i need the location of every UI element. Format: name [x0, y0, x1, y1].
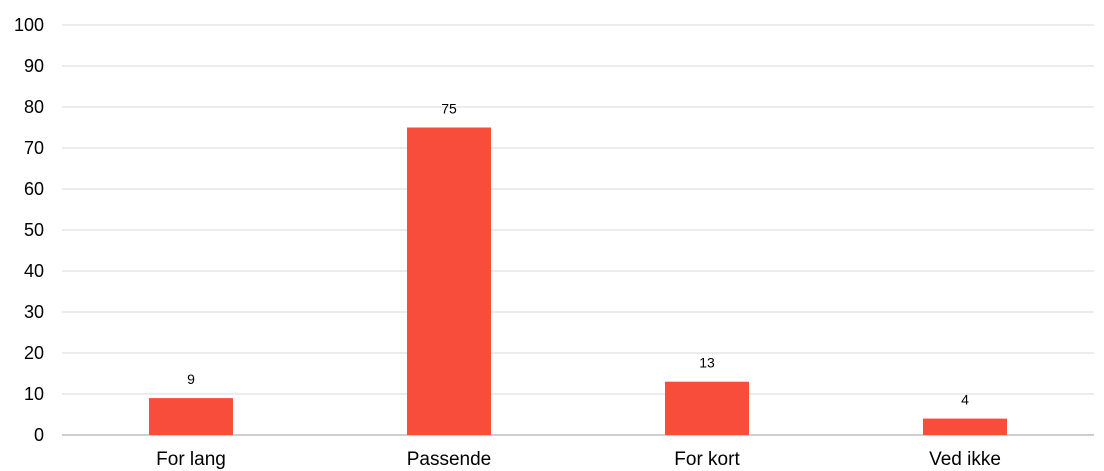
- x-category-label: Ved ikke: [929, 449, 1001, 470]
- y-tick-label: 50: [24, 220, 44, 240]
- data-label: 4: [961, 392, 969, 408]
- data-label: 75: [441, 101, 457, 117]
- bar-ved-ikke: [923, 418, 1007, 435]
- data-label: 13: [699, 355, 715, 371]
- y-tick-label: 20: [24, 343, 44, 363]
- y-tick-label: 0: [34, 425, 44, 445]
- y-tick-label: 10: [24, 384, 44, 404]
- y-tick-label: 40: [24, 261, 44, 281]
- y-tick-label: 80: [24, 97, 44, 117]
- bar-for-lang: [149, 398, 233, 435]
- y-tick-label: 100: [14, 15, 44, 35]
- x-axis-categories: For lang Passende For kort Ved ikke: [156, 449, 1001, 470]
- x-category-label: For kort: [674, 449, 740, 470]
- y-axis-ticks: 0 10 20 30 40 50 60 70 80 90 100: [14, 15, 44, 445]
- bars: [149, 127, 1007, 435]
- y-tick-label: 30: [24, 302, 44, 322]
- y-tick-label: 90: [24, 56, 44, 76]
- x-category-label: Passende: [407, 449, 492, 470]
- bar-passende: [407, 127, 491, 435]
- data-labels: 9 75 13 4: [187, 101, 969, 408]
- bar-for-kort: [665, 381, 749, 435]
- y-tick-label: 70: [24, 138, 44, 158]
- x-category-label: For lang: [156, 449, 226, 470]
- gridlines: [62, 24, 1094, 436]
- y-tick-label: 60: [24, 179, 44, 199]
- data-label: 9: [187, 371, 195, 387]
